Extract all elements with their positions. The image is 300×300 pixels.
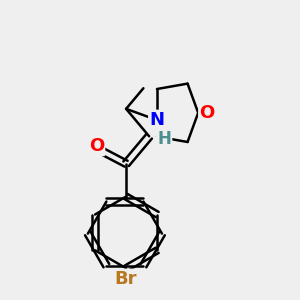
Text: H: H: [157, 130, 171, 148]
Text: O: O: [200, 104, 215, 122]
Text: O: O: [88, 137, 104, 155]
Text: Br: Br: [115, 270, 137, 288]
Text: N: N: [149, 111, 164, 129]
